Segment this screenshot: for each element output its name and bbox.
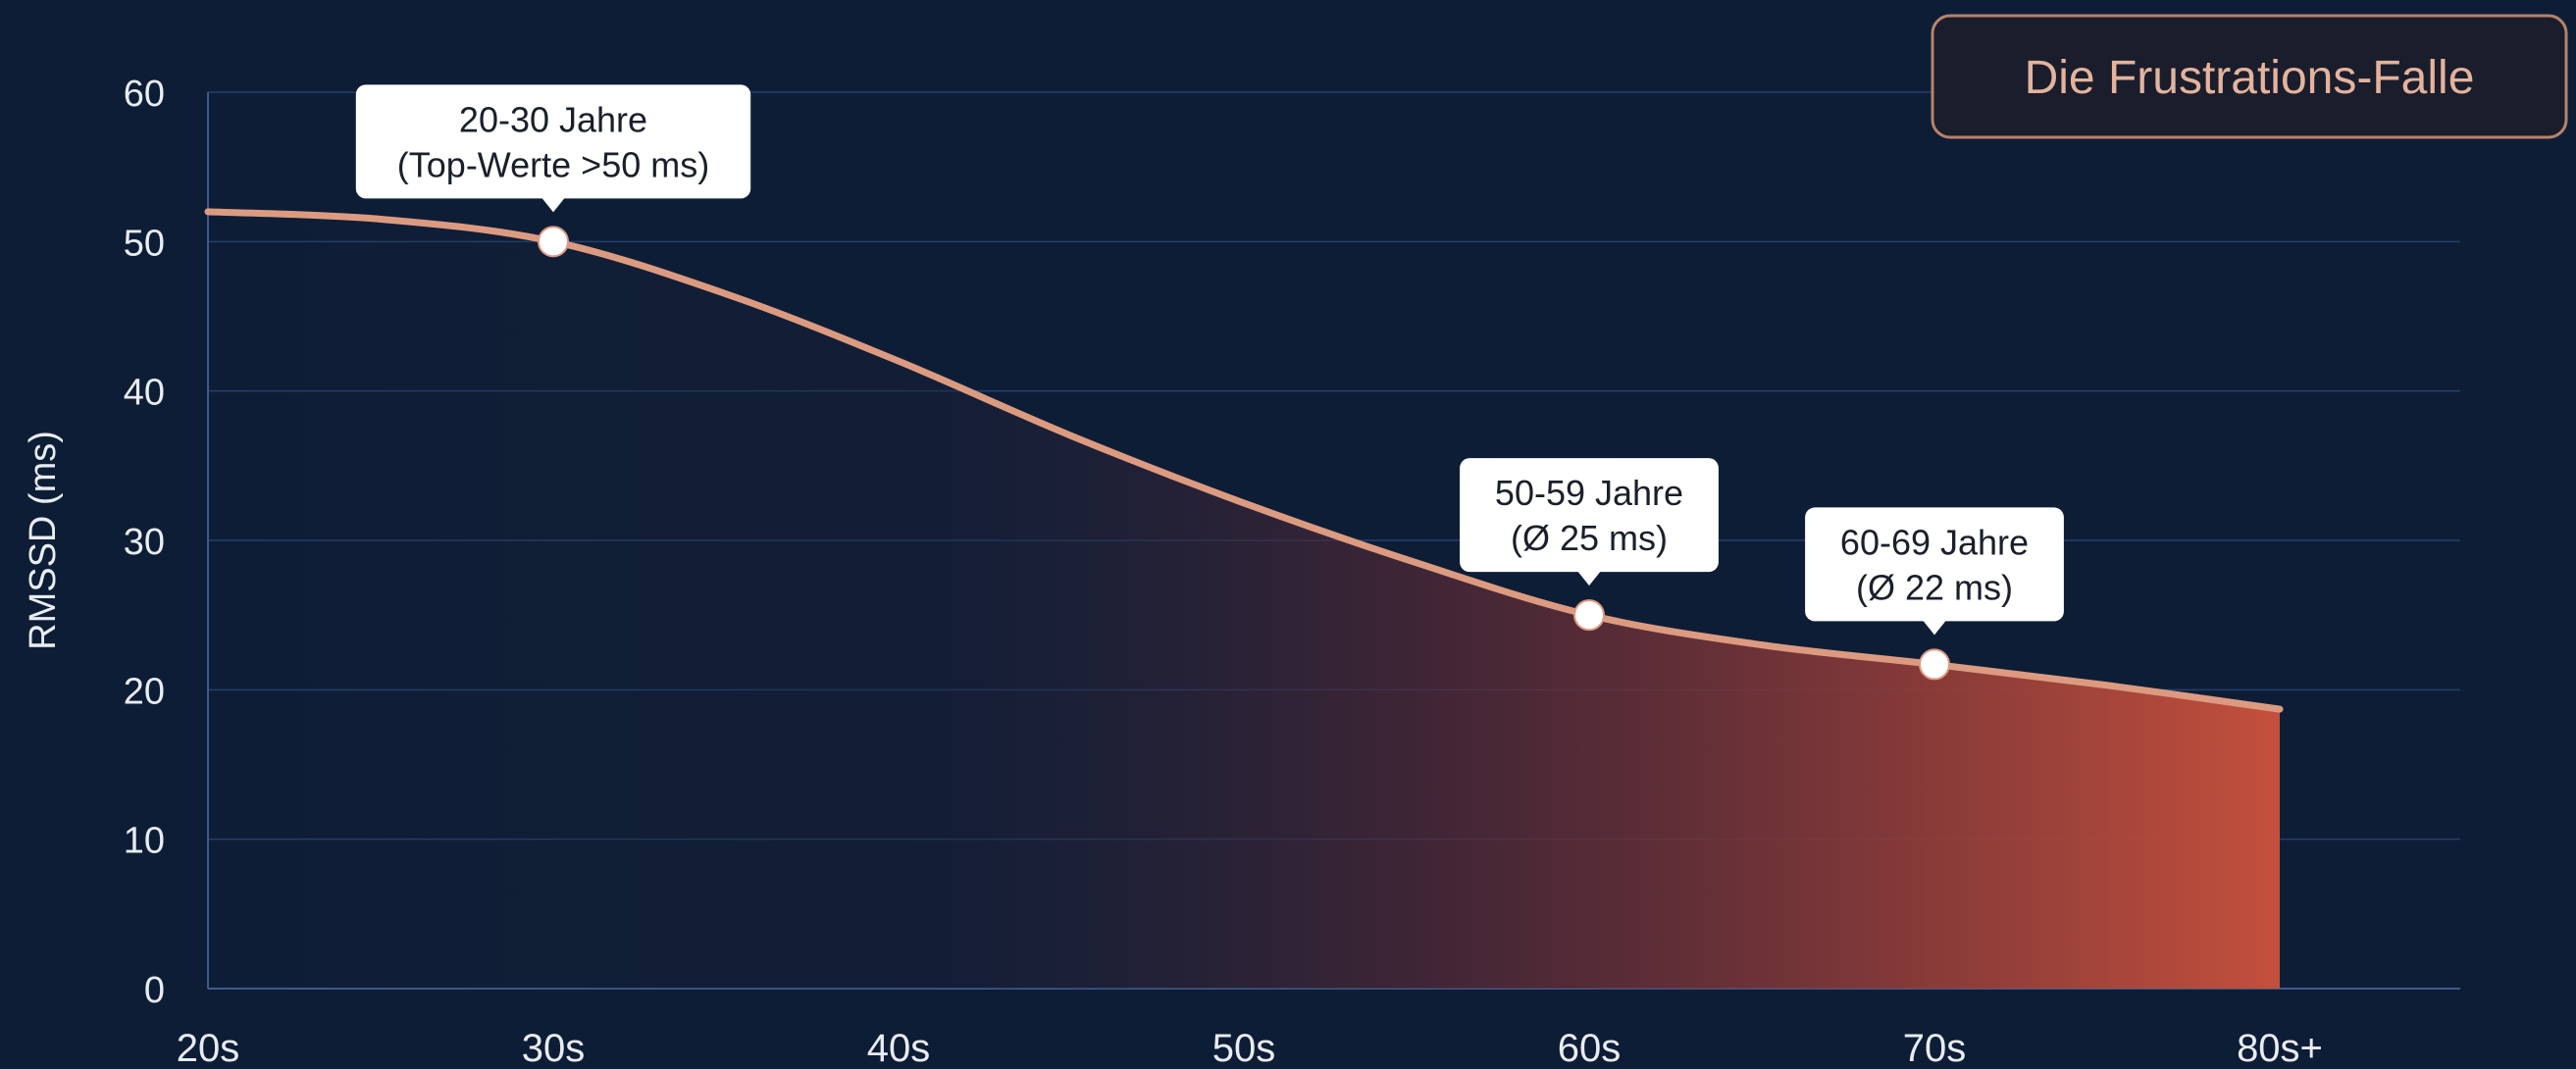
y-axis-title: RMSSD (ms) [23,431,64,650]
y-tick-label: 10 [124,821,165,862]
badge-frame [1931,14,2568,139]
data-point-marker [1573,599,1605,632]
data-point-marker [538,226,569,258]
y-tick-label: 0 [144,970,165,1011]
callout-label: 50-59 Jahre [1495,473,1683,513]
badge-label: Die Frustrations-Falle [2025,52,2475,104]
callout-box [1460,458,1719,573]
y-tick-label: 40 [124,373,165,414]
y-tick-label: 30 [124,522,165,563]
callout-label: (Top-Werte >50 ms) [397,144,709,184]
x-tick-label: 30s [522,1027,586,1069]
x-tick-label: 60s [1558,1027,1622,1069]
x-tick-label: 80s+ [2237,1027,2323,1069]
callout-pointer [1577,571,1601,586]
callout-pointer [1923,620,1946,636]
y-tick-label: 20 [124,671,165,712]
annotation-callout: 50-59 Jahre (Ø 25 ms) [1460,458,1719,586]
y-tick-label: 50 [124,223,165,264]
x-tick-label: 20s [177,1027,240,1069]
callout-label: (Ø 25 ms) [1511,518,1668,558]
callout-label: (Ø 22 ms) [1856,567,2013,607]
y-tick-label: 60 [124,74,165,115]
annotation-callout: 60-69 Jahre (Ø 22 ms) [1805,507,2064,636]
title-badge: Die Frustrations-Falle [1931,14,2568,139]
callout-pointer [541,197,565,213]
annotation-callout: 20-30 Jahre (Top-Werte >50 ms) [355,84,751,213]
callout-label: 60-69 Jahre [1840,522,2029,562]
area-fill [208,211,2280,989]
callout-label: 20-30 Jahre [459,99,647,139]
callout-box [1805,507,2064,622]
x-tick-label: 50s [1212,1027,1276,1069]
data-point-marker [1919,648,1950,681]
callout-box [355,84,751,199]
x-tick-label: 40s [867,1027,931,1069]
x-tick-label: 70s [1903,1027,1967,1069]
